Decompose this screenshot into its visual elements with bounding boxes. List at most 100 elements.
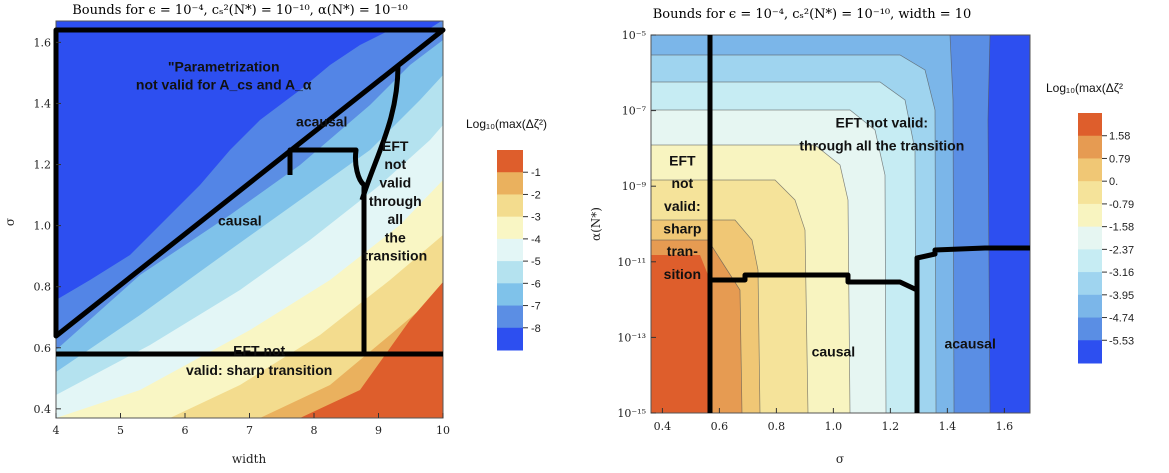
left-legend-label: -1 — [531, 167, 541, 179]
left-legend-swatch — [497, 238, 523, 262]
right-legend-swatch — [1078, 158, 1102, 182]
right-legend-swatch — [1078, 340, 1102, 364]
right-legend-label: 0. — [1109, 176, 1118, 188]
right-x-tick-label: 0.4 — [654, 420, 672, 433]
left-y-tick-label: 1.6 — [34, 36, 52, 49]
left-chart-title: Bounds for ϵ = 10⁻⁴, cₛ²(N*) = 10⁻¹⁰, α(… — [72, 3, 407, 18]
right-y-tick-label: 10⁻¹¹ — [617, 256, 646, 269]
right-y-axis-title: α(N*) — [589, 207, 603, 241]
right-x-axis-title: σ — [836, 452, 844, 466]
left-annotation: causal — [218, 213, 262, 229]
right-legend-label: 0.79 — [1109, 153, 1130, 165]
right-legend-swatch — [1078, 135, 1102, 159]
right-legend-label: -0.79 — [1109, 199, 1134, 211]
left-x-tick-label: 4 — [53, 424, 60, 437]
left-y-tick-label: 1.0 — [34, 220, 52, 233]
left-annotation: valid: sharp transition — [186, 362, 332, 378]
right-legend-label: -5.53 — [1109, 335, 1134, 347]
left-legend-label: -5 — [531, 256, 541, 268]
right-y-tick-label: 10⁻⁷ — [622, 105, 647, 118]
right-x-tick-label: 1.6 — [996, 420, 1014, 433]
right-annotation: causal — [812, 343, 856, 359]
left-y-tick-label: 0.8 — [34, 281, 52, 294]
left-annotation: through — [369, 193, 422, 209]
left-annotation: not valid for A_cs and A_α — [136, 77, 312, 93]
left-x-tick-label: 10 — [436, 424, 450, 437]
right-x-tick-label: 0.6 — [711, 420, 729, 433]
right-y-tick-label: 10⁻⁹ — [622, 180, 647, 193]
left-bounds — [53, 27, 446, 357]
right-chart: Bounds for ϵ = 10⁻⁴, cₛ²(N*) = 10⁻¹⁰, wi… — [589, 7, 1134, 466]
left-legend-swatch — [497, 150, 523, 173]
left-axes: 4 5 6 7 8 9 10 0.4 0.6 0.8 1.0 1.2 1.4 1.6 — [34, 36, 451, 437]
right-legend-label: -1.58 — [1109, 222, 1134, 234]
left-band-8 — [300, 282, 443, 418]
left-chart: Bounds for ϵ = 10⁻⁴, cₛ²(N*) = 10⁻¹⁰, α(… — [3, 3, 547, 466]
right-y-tick-label: 10⁻⁵ — [622, 29, 646, 42]
right-legend: Log₁₀(max(Δζ² 1.58 0.79 0. -0.79 -1.58 -2.37 -… — [1046, 81, 1134, 364]
left-y-tick-label: 0.4 — [34, 403, 52, 416]
right-annotation: tran- — [667, 243, 698, 259]
right-contour-lines — [651, 35, 991, 413]
right-annotation: EFT — [669, 152, 696, 168]
right-legend-label: -2.37 — [1109, 244, 1134, 256]
left-legend-label: -4 — [531, 234, 541, 246]
right-annotation: acausal — [944, 336, 995, 352]
right-legend-label: -3.16 — [1109, 267, 1134, 279]
left-annotation: all — [387, 211, 403, 227]
right-x-tick-label: 1.0 — [825, 420, 843, 433]
left-bound-eft-acausal — [287, 147, 367, 354]
left-legend-swatch — [497, 327, 523, 351]
left-legend-swatch — [497, 305, 523, 329]
left-x-tick-label: 8 — [311, 424, 318, 437]
right-legend-swatch — [1078, 226, 1102, 250]
left-legend-swatches: -1 -2 -3 -4 -5 -6 -7 -8 — [497, 150, 541, 351]
right-annotation: through all the transition — [799, 137, 964, 153]
left-annotation: EFT not — [233, 342, 285, 358]
left-annotation: the — [385, 229, 406, 245]
left-annotation: transition — [363, 248, 427, 264]
left-legend-label: -3 — [531, 212, 541, 224]
left-bound-acausal-edge — [359, 64, 401, 201]
right-chart-title: Bounds for ϵ = 10⁻⁴, cₛ²(N*) = 10⁻¹⁰, wi… — [653, 7, 972, 22]
left-y-tick-label: 0.6 — [34, 342, 52, 355]
right-annotation: sharp — [663, 220, 701, 236]
right-legend-label: -4.74 — [1109, 313, 1134, 325]
left-y-tick-label: 1.4 — [34, 97, 52, 110]
right-legend-swatch — [1078, 249, 1102, 273]
left-legend-swatch — [497, 194, 523, 218]
right-y-tick-label: 10⁻¹⁵ — [617, 407, 646, 420]
left-x-tick-label: 5 — [117, 424, 124, 437]
right-band-10 — [651, 255, 712, 413]
right-x-tick-label: 1.2 — [882, 420, 900, 433]
right-x-tick-label: 0.8 — [768, 420, 786, 433]
left-legend-title: Log₁₀(max(Δζ²) — [466, 117, 547, 131]
right-legend-title: Log₁₀(max(Δζ² — [1046, 81, 1123, 95]
left-x-axis-title: width — [232, 452, 267, 466]
left-x-tick-label: 9 — [375, 424, 382, 437]
left-legend-label: -2 — [531, 189, 541, 201]
right-legend-swatch — [1078, 294, 1102, 319]
left-annotation: not — [384, 156, 406, 172]
right-bounds — [707, 35, 1030, 413]
right-contour-bands — [651, 35, 1030, 413]
right-plot-frame — [650, 34, 1031, 414]
left-legend-swatch — [497, 216, 523, 240]
right-annotation: valid: — [664, 198, 701, 214]
left-x-tick-label: 7 — [246, 424, 253, 437]
right-y-tick-label: 10⁻¹³ — [617, 331, 646, 344]
left-legend-swatch — [497, 283, 523, 307]
right-legend-swatch — [1078, 181, 1102, 205]
left-legend-label: -8 — [531, 323, 541, 335]
right-annotations: EFT not valid: sharp tran-sition EFT not vali… — [663, 115, 996, 360]
left-bound-parametrization — [53, 27, 446, 339]
left-annotation: "Parametrization — [168, 58, 280, 74]
left-y-axis-title: σ — [3, 218, 17, 226]
left-legend-label: -6 — [531, 278, 541, 290]
left-legend-label: -7 — [531, 301, 541, 313]
left-legend-swatch — [497, 172, 523, 195]
left-annotation: valid — [379, 174, 411, 190]
left-legend: Log₁₀(max(Δζ²) -1 -2 -3 -4 -5 -6 -7 -8 — [466, 117, 547, 351]
